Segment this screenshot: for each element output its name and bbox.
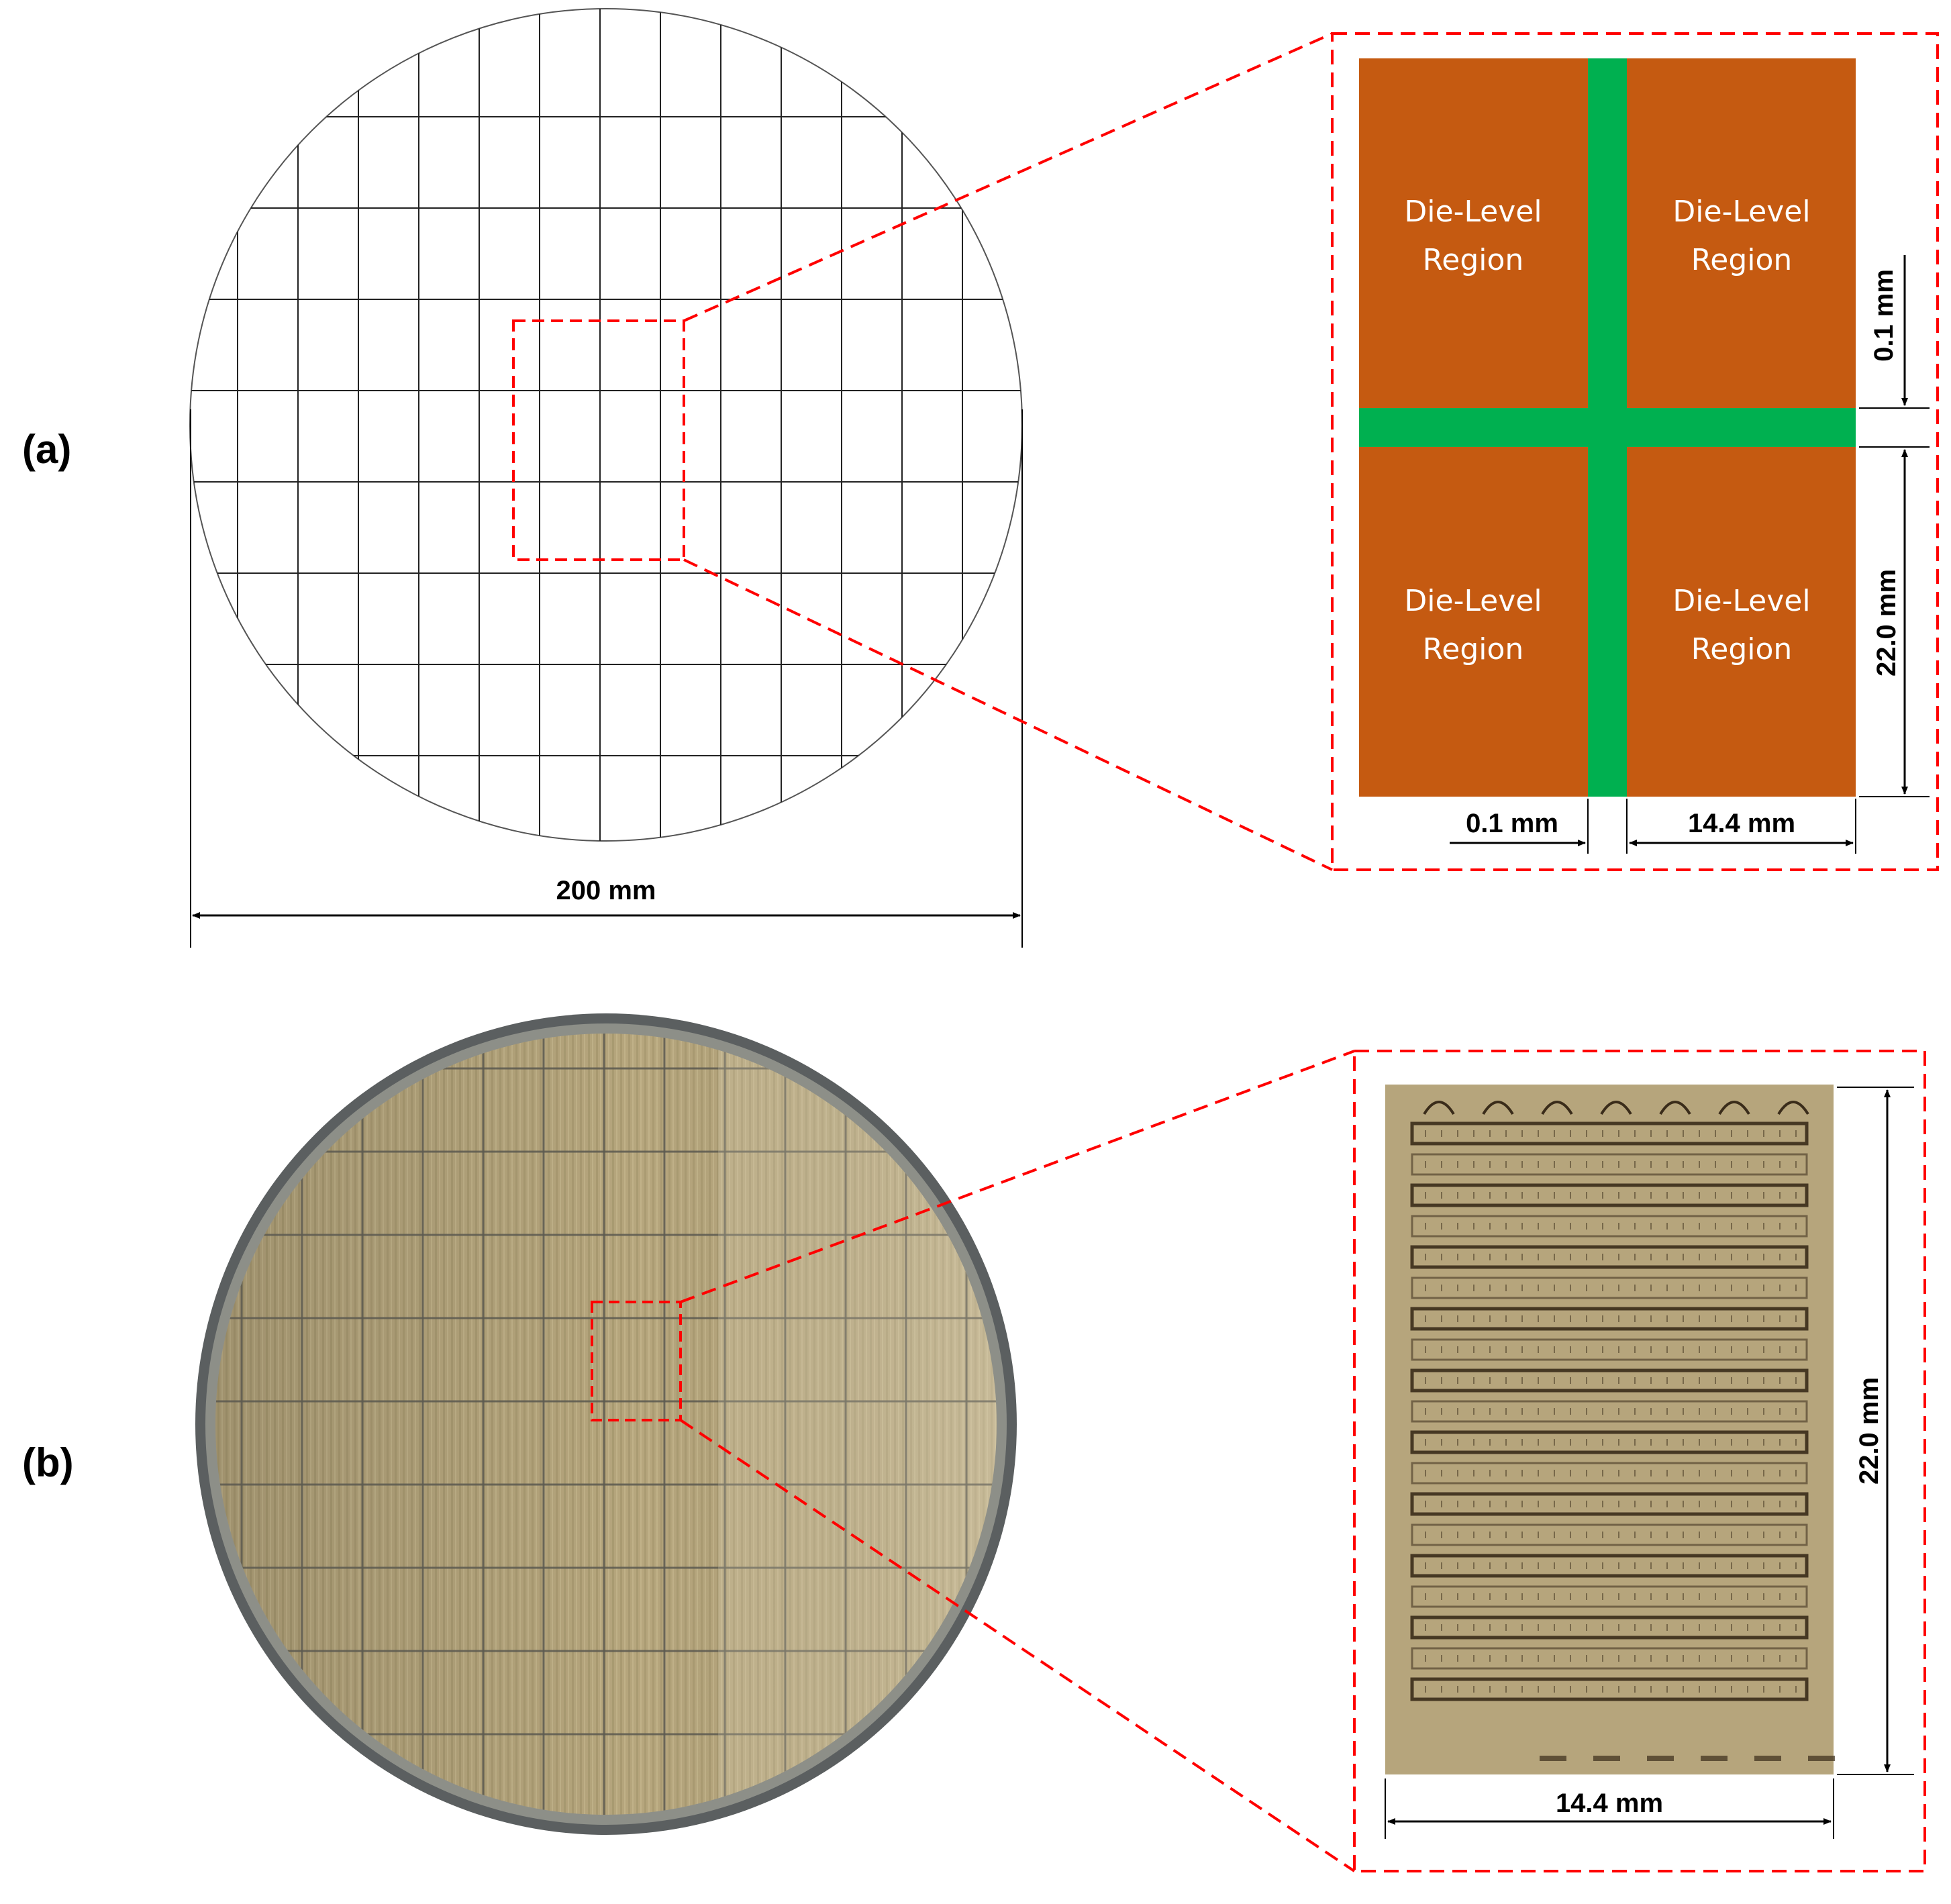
contact-pad [1541, 1101, 1573, 1115]
zoom-box [512, 319, 685, 561]
contact-pad [1423, 1101, 1455, 1115]
die-region-bottom-right: Die-Level Region [1672, 584, 1810, 666]
contact-pad [1777, 1101, 1809, 1115]
serpentine-trace [1410, 1554, 1809, 1578]
detail-frame [1331, 32, 1939, 871]
die-height-label: 22.0 mm [1872, 569, 1901, 677]
die-region-top-right: Die-Level Region [1672, 195, 1810, 277]
bottom-pad [1647, 1756, 1674, 1761]
contact-pad [1659, 1101, 1691, 1115]
detail-frame-photo [1353, 1050, 1926, 1872]
photo-light-wash [718, 1034, 997, 1815]
bottom-pad [1754, 1756, 1781, 1761]
bottom-pad [1808, 1756, 1835, 1761]
bottom-pad [1593, 1756, 1620, 1761]
panel-a: (a) 200 mm Die-Level Region Die-Level Regi… [22, 8, 1939, 948]
serpentine-trace [1411, 1400, 1808, 1423]
die-photo [1385, 1085, 1834, 1774]
street-width-label-v: 0.1 mm [1466, 809, 1558, 838]
die-photo-detail: 22.0 mm 14.4 mm [1353, 1050, 1926, 1872]
die-photo-width-label: 14.4 mm [1556, 1789, 1663, 1818]
die-layout-detail: Die-Level Region Die-Level Region Die-Leve… [1331, 32, 1939, 871]
street-width-label-h: 0.1 mm [1869, 269, 1899, 362]
die-photo-pattern [1410, 1101, 1835, 1761]
die-photo-height-label: 22.0 mm [1854, 1377, 1884, 1485]
bottom-pad [1540, 1756, 1566, 1761]
die-region-bottom-left: Die-Level Region [1404, 584, 1542, 666]
wafer-photo [195, 1013, 1017, 1835]
wafer-schematic: 200 mm [189, 8, 1023, 948]
callout-line-top-photo [680, 1050, 1355, 1303]
callout-line-top [683, 32, 1333, 322]
contact-pad [1718, 1101, 1750, 1115]
callout-line-bottom-photo [679, 1419, 1356, 1872]
contact-pad [1482, 1101, 1514, 1115]
diameter-label: 200 mm [556, 876, 656, 905]
serpentine-trace [1410, 1492, 1809, 1516]
serpentine-trace [1411, 1647, 1808, 1670]
serpentine-trace [1411, 1585, 1808, 1608]
serpentine-trace [1411, 1276, 1808, 1299]
wafer-outline [189, 8, 1023, 842]
die-region-top-left: Die-Level Region [1404, 195, 1542, 277]
serpentine-trace [1410, 1615, 1809, 1640]
wafer-shading [215, 1034, 997, 1815]
panel-b-label: (b) [22, 1440, 74, 1485]
serpentine-trace [1411, 1462, 1808, 1485]
serpentine-trace [1411, 1153, 1808, 1176]
serpentine-trace [1410, 1183, 1809, 1207]
serpentine-trace [1411, 1338, 1808, 1361]
zoom-box-photo [591, 1301, 682, 1421]
serpentine-trace [1410, 1245, 1809, 1269]
serpentine-trace [1410, 1368, 1809, 1393]
serpentine-trace [1411, 1523, 1808, 1546]
panel-b: (b) 22.0 mm 14.4 mm [22, 1013, 1926, 1872]
serpentine-trace [1411, 1215, 1808, 1238]
serpentine-trace [1410, 1677, 1809, 1701]
horizontal-street [1359, 408, 1856, 447]
serpentine-trace [1410, 1430, 1809, 1454]
contact-pad [1600, 1101, 1632, 1115]
panel-a-label: (a) [22, 427, 71, 472]
die-width-label: 14.4 mm [1688, 809, 1795, 838]
serpentine-trace [1410, 1121, 1809, 1146]
callout-line-bottom [683, 558, 1333, 871]
serpentine-trace [1410, 1307, 1809, 1331]
bottom-pad [1701, 1756, 1728, 1761]
